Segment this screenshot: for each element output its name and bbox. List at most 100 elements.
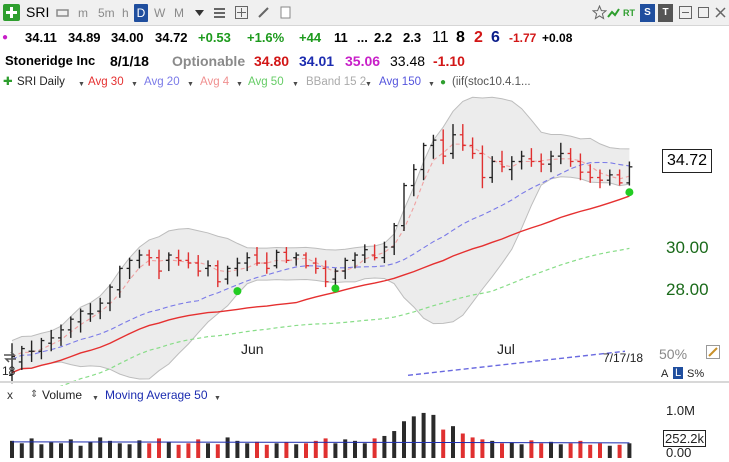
ohlc-bar bbox=[126, 257, 133, 280]
ohlc-bar bbox=[508, 156, 515, 181]
volume-bar bbox=[382, 435, 387, 458]
ohlc-bar bbox=[28, 340, 35, 362]
pane-divider[interactable] bbox=[0, 381, 729, 383]
add-symbol-plus-icon[interactable] bbox=[3, 4, 20, 21]
ohlc-bar bbox=[175, 249, 182, 266]
optionable-label: Optionable bbox=[172, 53, 246, 69]
chevron-down-icon[interactable]: ▼ bbox=[187, 81, 194, 88]
legend-plus-icon[interactable]: ✚ bbox=[3, 76, 13, 88]
volume-bar bbox=[166, 442, 171, 458]
volume-bar bbox=[558, 444, 563, 458]
interval-h[interactable]: h bbox=[122, 6, 129, 20]
chevron-down-icon[interactable]: ▼ bbox=[78, 81, 85, 88]
legend-avg30[interactable]: Avg 30 bbox=[88, 76, 124, 88]
zoom-label[interactable]: 50% bbox=[659, 346, 688, 362]
sort-icon[interactable]: ⇕ bbox=[30, 389, 39, 400]
ohlc-bar bbox=[587, 164, 594, 183]
ohlc-bar bbox=[606, 169, 613, 186]
interval-w[interactable]: W bbox=[154, 6, 166, 20]
star-icon[interactable] bbox=[592, 5, 607, 20]
chevron-down-icon[interactable] bbox=[192, 5, 207, 20]
legend-avg20[interactable]: Avg 20 bbox=[144, 76, 180, 88]
ohlc-bar bbox=[518, 150, 525, 170]
edit-pencil-icon[interactable] bbox=[705, 344, 721, 360]
ohlc-bar bbox=[420, 142, 427, 181]
axis-log-button[interactable]: L bbox=[673, 367, 684, 379]
rt-badge[interactable]: RT bbox=[623, 8, 635, 18]
ohlc-bar bbox=[254, 247, 260, 266]
volume-bar bbox=[215, 444, 220, 458]
bars-icon[interactable] bbox=[212, 5, 227, 20]
ohlc-bar bbox=[87, 303, 94, 322]
ohlc-bar bbox=[116, 265, 123, 298]
maximize-icon[interactable] bbox=[696, 5, 711, 20]
ohlc-bar bbox=[391, 222, 398, 256]
legend-bband[interactable]: BBand 15 2 bbox=[306, 76, 367, 88]
legend-avg4[interactable]: Avg 4 bbox=[200, 76, 230, 88]
quote-marker: ● bbox=[2, 32, 9, 43]
volume-ma-label[interactable]: Moving Average 50 bbox=[105, 388, 208, 402]
volume-bar bbox=[304, 443, 308, 458]
link-icon[interactable] bbox=[55, 5, 70, 20]
minimize-icon[interactable] bbox=[678, 5, 693, 20]
interval-5m[interactable]: 5m bbox=[98, 6, 115, 20]
close-pane-icon[interactable]: x bbox=[7, 388, 13, 402]
ohlc-bar bbox=[214, 260, 221, 288]
grid-plus-icon[interactable] bbox=[234, 5, 249, 20]
bollinger-band bbox=[11, 96, 630, 380]
symbol-field[interactable]: SRI bbox=[26, 4, 50, 20]
legend-avg50[interactable]: Avg 50 bbox=[248, 76, 284, 88]
ohlc-bar bbox=[499, 150, 505, 173]
legend-iif[interactable]: (iif(stoc10.4.1... bbox=[452, 76, 531, 88]
legend-iif-marker: ● bbox=[440, 77, 447, 88]
ohlc-bar bbox=[165, 252, 172, 272]
price-chart[interactable] bbox=[0, 92, 729, 386]
avg30-line bbox=[11, 195, 630, 374]
toolbar: SRI m 5m h D W M RT S T bbox=[0, 0, 729, 26]
volume-bar bbox=[206, 443, 210, 458]
s-badge[interactable]: S bbox=[640, 4, 655, 22]
ohlc-bar bbox=[597, 169, 603, 189]
volume-label[interactable]: Volume bbox=[42, 388, 83, 402]
refresh-arrows-icon[interactable] bbox=[2, 350, 18, 364]
interval-d[interactable]: D bbox=[134, 4, 148, 22]
ohlc-bar bbox=[381, 241, 388, 264]
quote-low: 34.00 bbox=[111, 30, 144, 45]
volume-legend: x ⇕ Volume ▼ Moving Average 50 ▼ bbox=[0, 386, 729, 404]
volume-bar bbox=[627, 443, 632, 458]
chevron-down-icon[interactable]: ▼ bbox=[131, 81, 138, 88]
note-icon[interactable] bbox=[278, 5, 293, 20]
price-tick-28: 28.00 bbox=[666, 280, 709, 299]
legend-avg150[interactable]: Avg 150 bbox=[379, 76, 421, 88]
chevron-down-icon[interactable]: ▼ bbox=[236, 81, 243, 88]
company-p4: 33.48 bbox=[390, 53, 426, 69]
quote-v2: 2.2 bbox=[374, 30, 393, 45]
t-badge[interactable]: T bbox=[658, 4, 673, 22]
close-icon[interactable] bbox=[713, 5, 728, 20]
chevron-down-icon[interactable]: ▼ bbox=[214, 395, 221, 402]
avg4-line bbox=[11, 143, 630, 358]
volume-bar bbox=[313, 440, 318, 458]
axis-auto-button[interactable]: A bbox=[661, 368, 669, 380]
chevron-down-icon[interactable]: ▼ bbox=[292, 81, 299, 88]
ohlc-bar bbox=[67, 316, 74, 338]
company-p5: -1.10 bbox=[433, 53, 465, 69]
volume-bar bbox=[490, 440, 495, 458]
ohlc-bar bbox=[263, 252, 270, 274]
volume-bar bbox=[147, 443, 152, 458]
chevron-down-icon[interactable]: ▼ bbox=[92, 395, 99, 402]
interval-m[interactable]: m bbox=[78, 6, 88, 20]
chevron-down-icon[interactable]: ▼ bbox=[365, 81, 372, 88]
company-name: Stoneridge Inc bbox=[5, 53, 96, 68]
ohlc-bar bbox=[244, 252, 251, 272]
pencil-icon[interactable] bbox=[256, 5, 271, 20]
ohlc-bar bbox=[303, 252, 309, 269]
chevron-down-icon[interactable]: ▼ bbox=[428, 81, 435, 88]
ohlc-bar bbox=[440, 129, 447, 165]
axis-percent-button[interactable]: S% bbox=[687, 368, 705, 380]
legend-sri-daily[interactable]: SRI Daily bbox=[17, 76, 65, 88]
ohlc-bar bbox=[293, 252, 300, 266]
alert-icon[interactable] bbox=[606, 5, 621, 20]
volume-chart[interactable] bbox=[0, 405, 729, 462]
interval-month[interactable]: M bbox=[174, 6, 184, 20]
